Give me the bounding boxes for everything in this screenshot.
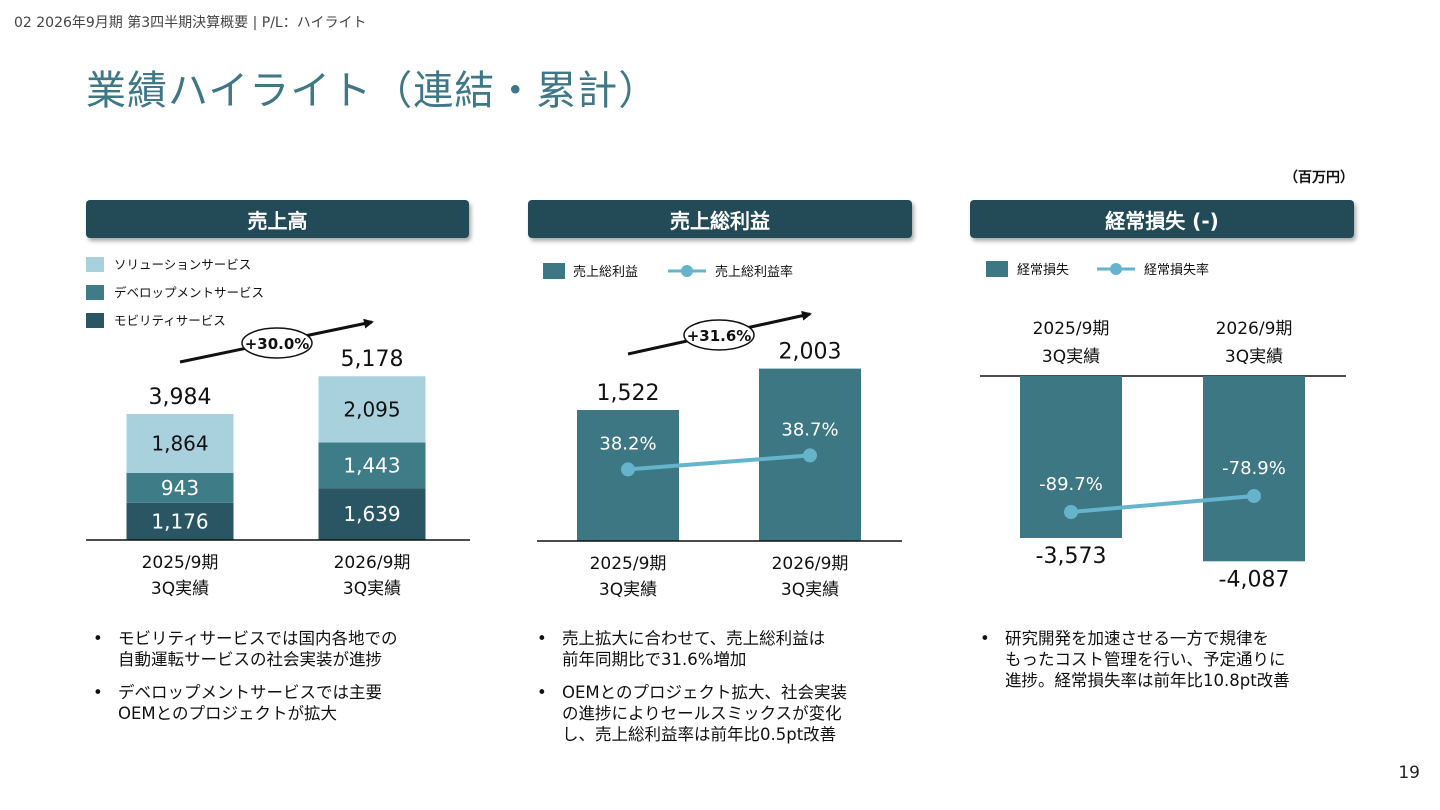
unit-label: （百万円） (1284, 170, 1354, 186)
sales-legend-swatch-2 (86, 313, 104, 328)
ordinary-loss-notes-list: 研究開発を加速させる一方で規律をもったコスト管理を行い、予定通りに進捗。経常損失… (975, 628, 1375, 691)
sales-legend-swatch-1 (86, 285, 104, 300)
sales-bar-segment-0-1 (318, 488, 426, 540)
gross-profit-rate-label-1: 38.7% (781, 419, 838, 440)
panel-header-sales: 売上高 (86, 200, 469, 238)
note-line: 前年同期比で31.6%増加 (562, 650, 747, 669)
ordinary-loss-notes: 研究開発を加速させる一方で規律をもったコスト管理を行い、予定通りに進捗。経常損失… (975, 628, 1375, 703)
ordinary-loss-legend-line-label: 経常損失率 (1144, 262, 1209, 278)
sales-segment-label-1-1: 1,443 (343, 453, 400, 477)
sales-bar-segment-1-0 (126, 472, 234, 503)
panel-header-gross-profit: 売上総利益 (528, 200, 912, 238)
note-line: の進捗によりセールスミックスが変化 (562, 704, 842, 723)
sales-legend-label-0: ソリューションサービス (114, 257, 251, 272)
ordinary-loss-legend-bar-label: 経常損失 (1017, 263, 1069, 278)
page-title: 業績ハイライト（連結・累計） (86, 68, 660, 114)
sales-segment-label-1-0: 943 (161, 476, 199, 500)
sales-bar-segment-1-1 (318, 442, 426, 489)
sales-category-label-1-1: 3Q実績 (343, 579, 401, 599)
gross-profit-category-label-0-0: 2025/9期 (590, 554, 667, 574)
gross-profit-category-label-1-1: 3Q実績 (781, 580, 839, 600)
sales-category-label-0-0: 2025/9期 (142, 553, 219, 573)
sales-segment-label-2-1: 2,095 (343, 397, 400, 421)
gross-profit-legend-bar-label: 売上総利益 (573, 264, 638, 280)
sales-legend-label-1: デベロップメントサービス (114, 285, 264, 300)
ordinary-loss-bar-label-0: -3,573 (1036, 544, 1107, 569)
sales-category-label-0-1: 3Q実績 (151, 579, 209, 599)
ordinary-loss-bar-label-1: -4,087 (1219, 567, 1290, 592)
gross-profit-legend-line-label: 売上総利益率 (715, 264, 793, 280)
gross-profit-legend-marker (681, 265, 693, 277)
sales-growth-ellipse (241, 327, 313, 359)
ordinary-loss-legend-marker (1110, 263, 1122, 275)
gross-profit-rate-point-1 (803, 448, 817, 463)
note-bullet: OEMとのプロジェクト拡大、社会実装の進捗によりセールスミックスが変化し、売上総… (532, 682, 932, 745)
note-line: 研究開発を加速させる一方で規律を (1005, 629, 1269, 648)
ordinary-loss-category-label-0-0: 2025/9期 (1033, 319, 1110, 339)
sales-category-label-1-0: 2026/9期 (334, 553, 411, 573)
gross-profit-growth-ellipse (683, 319, 755, 351)
ordinary-loss-rate-label-0: -89.7% (1039, 474, 1103, 495)
sales-bar-segment-2-1 (318, 376, 426, 443)
note-line: 売上拡大に合わせて、売上総利益は (562, 629, 826, 648)
gross-profit-rate-point-0 (621, 462, 635, 477)
note-bullet: デベロップメントサービスでは主要 OEMとのプロジェクトが拡大 (88, 682, 488, 724)
page-number: 19 (1398, 763, 1420, 783)
note-bullet: 研究開発を加速させる一方で規律をもったコスト管理を行い、予定通りに進捗。経常損失… (975, 628, 1375, 691)
note-line: デベロップメントサービスでは主要 (118, 683, 382, 702)
sales-segment-label-0-0: 1,176 (151, 509, 208, 533)
ordinary-loss-legend-bar-swatch (986, 261, 1008, 277)
note-line: OEMとのプロジェクトが拡大 (118, 704, 337, 723)
gross-profit-bar-label-0: 1,522 (597, 381, 660, 406)
gross-profit-category-label-0-1: 3Q実績 (599, 580, 657, 600)
note-line: 進捗。経常損失率は前年比10.8pt改善 (1005, 671, 1290, 690)
panel-header-ordinary-loss: 経常損失 (-) (970, 200, 1354, 238)
gross-profit-rate-label-0: 38.2% (599, 433, 656, 454)
ordinary-loss-rate-label-1: -78.9% (1222, 458, 1286, 479)
gross-profit-legend-bar-swatch (543, 263, 565, 279)
sales-total-label-1: 5,178 (341, 347, 404, 372)
breadcrumb: 02 2026年9月期 第3四半期決算概要 | P/L：ハイライト (14, 15, 367, 31)
sales-notes-list: モビリティサービスでは国内各地での自動運転サービスの社会実装が進捗デベロップメン… (88, 628, 488, 724)
ordinary-loss-rate-line (1070, 494, 1255, 514)
sales-bar-segment-2-0 (126, 414, 234, 473)
ordinary-loss-category-label-1-0: 2026/9期 (1216, 319, 1293, 339)
sales-bar-segment-0-0 (126, 502, 234, 540)
ordinary-loss-category-label-0-1: 3Q実績 (1042, 347, 1100, 367)
gross-profit-bar-label-1: 2,003 (779, 340, 842, 365)
sales-growth-label: +30.0% (245, 335, 310, 353)
gross-profit-rate-line (627, 453, 811, 472)
sales-segment-label-0-1: 1,639 (343, 502, 400, 526)
gross-profit-growth-label: +31.6% (687, 327, 752, 345)
sales-total-label-0: 3,984 (149, 385, 212, 410)
note-line: 自動運転サービスの社会実装が進捗 (118, 650, 382, 669)
note-line: OEMとのプロジェクト拡大、社会実装 (562, 683, 847, 702)
note-line: し、売上総利益率は前年比0.5pt改善 (562, 725, 837, 744)
gross-profit-category-label-1-0: 2026/9期 (772, 554, 849, 574)
sales-legend-swatch-0 (86, 257, 104, 272)
ordinary-loss-bar-1 (1203, 376, 1305, 562)
ordinary-loss-rate-point-0 (1064, 505, 1078, 519)
sales-notes: モビリティサービスでは国内各地での自動運転サービスの社会実装が進捗デベロップメン… (88, 628, 488, 736)
sales-segment-label-2-0: 1,864 (151, 432, 208, 456)
note-line: もったコスト管理を行い、予定通りに (1005, 650, 1286, 669)
sales-legend-label-2: モビリティサービス (114, 313, 226, 328)
ordinary-loss-category-label-1-1: 3Q実績 (1225, 347, 1283, 367)
note-line: モビリティサービスでは国内各地での (118, 629, 398, 648)
ordinary-loss-rate-point-1 (1247, 489, 1261, 503)
